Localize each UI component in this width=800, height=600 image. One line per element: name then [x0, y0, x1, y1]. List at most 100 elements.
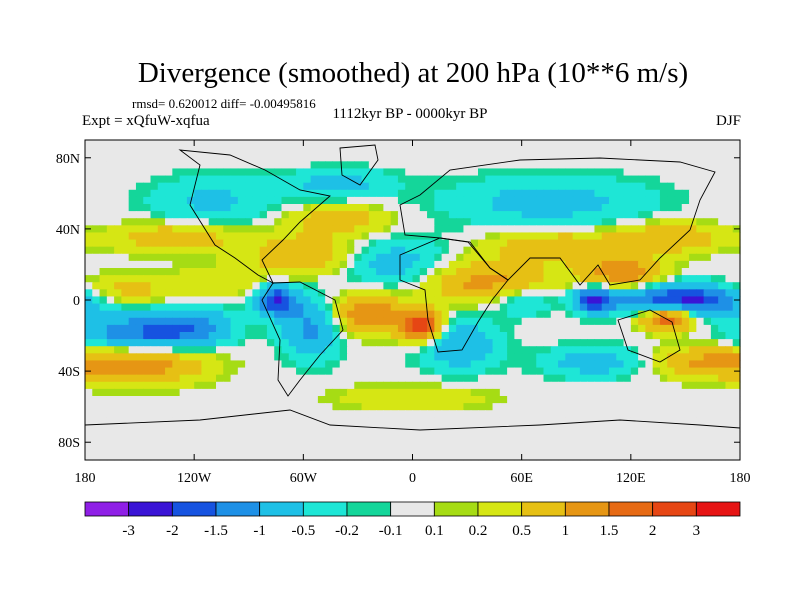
field-cell [361, 239, 370, 248]
field-cell [725, 196, 734, 205]
field-cell [99, 374, 108, 383]
field-cell [419, 253, 428, 262]
field-cell [543, 353, 552, 362]
field-cell [179, 410, 188, 418]
field-cell [135, 296, 144, 305]
field-cell [397, 147, 406, 155]
field-cell [412, 253, 421, 262]
field-cell [616, 175, 625, 184]
field-cell [368, 182, 377, 191]
field-cell [696, 360, 705, 369]
field-cell [172, 189, 181, 198]
field-cell [339, 246, 348, 255]
field-cell [689, 296, 697, 305]
field-cell [245, 154, 253, 162]
field-cell [296, 211, 304, 219]
field-cell [434, 381, 443, 390]
field-cell [572, 154, 581, 162]
field-cell [659, 211, 668, 219]
field-cell [339, 396, 348, 404]
field-cell [135, 189, 144, 198]
field-cell [354, 445, 363, 454]
field-cell [317, 189, 326, 198]
field-cell [696, 452, 705, 461]
field-cell [114, 360, 122, 369]
field-cell [332, 147, 341, 155]
field-cell [681, 396, 690, 404]
field-cell [194, 296, 203, 305]
field-cell [630, 218, 639, 226]
field-cell [332, 168, 341, 177]
field-cell [485, 452, 494, 461]
field-cell [528, 282, 537, 290]
field-cell [354, 189, 363, 198]
field-cell [347, 296, 355, 305]
field-cell [223, 225, 232, 234]
field-cell [223, 396, 232, 404]
field-cell [492, 452, 501, 461]
field-cell [216, 189, 224, 198]
field-cell [208, 410, 217, 418]
field-cell [354, 140, 363, 148]
field-cell [339, 374, 348, 383]
field-cell [106, 445, 115, 454]
field-cell [165, 332, 173, 340]
field-cell [368, 282, 377, 290]
field-cell [681, 182, 690, 191]
field-cell [296, 396, 304, 404]
field-cell [638, 225, 646, 234]
field-cell [143, 282, 152, 290]
field-cell [208, 346, 217, 354]
field-cell [470, 204, 479, 212]
field-cell [689, 175, 697, 184]
field-cell [725, 218, 734, 226]
field-cell [390, 289, 399, 298]
field-cell [317, 317, 326, 326]
field-cell [135, 239, 144, 248]
field-cell [609, 168, 617, 177]
field-cell [223, 218, 232, 226]
field-cell [172, 324, 181, 333]
field-cell [478, 211, 486, 219]
field-cell [703, 296, 712, 305]
field-cell [150, 346, 159, 354]
field-cell [579, 360, 588, 369]
field-cell [194, 211, 203, 219]
field-cell [172, 332, 181, 340]
field-cell [499, 438, 508, 447]
field-cell [339, 140, 348, 148]
field-cell [252, 232, 261, 241]
field-cell [485, 346, 494, 354]
field-cell [689, 332, 697, 340]
field-cell [237, 161, 246, 170]
field-cell [659, 452, 668, 461]
field-cell [623, 140, 632, 148]
field-cell [521, 424, 530, 433]
field-cell [332, 396, 341, 404]
field-cell [463, 154, 472, 162]
field-cell [259, 452, 268, 461]
field-cell [230, 403, 239, 411]
field-cell [703, 268, 712, 276]
field-cell [317, 282, 326, 290]
field-cell [237, 175, 246, 184]
field-cell [689, 140, 697, 148]
field-cell [470, 289, 479, 298]
field-cell [412, 396, 421, 404]
field-cell [441, 239, 450, 248]
field-cell [507, 268, 515, 276]
field-cell [339, 403, 348, 411]
field-cell [696, 268, 705, 276]
field-cell [143, 403, 152, 411]
field-cell [390, 211, 399, 219]
field-cell [463, 268, 472, 276]
field-cell [121, 367, 130, 376]
field-cell [135, 324, 144, 333]
field-cell [616, 275, 625, 283]
field-cell [703, 196, 712, 205]
field-cell [106, 324, 115, 333]
field-cell [397, 253, 406, 262]
field-cell [274, 211, 283, 219]
field-cell [92, 154, 101, 162]
field-cell [645, 296, 654, 305]
